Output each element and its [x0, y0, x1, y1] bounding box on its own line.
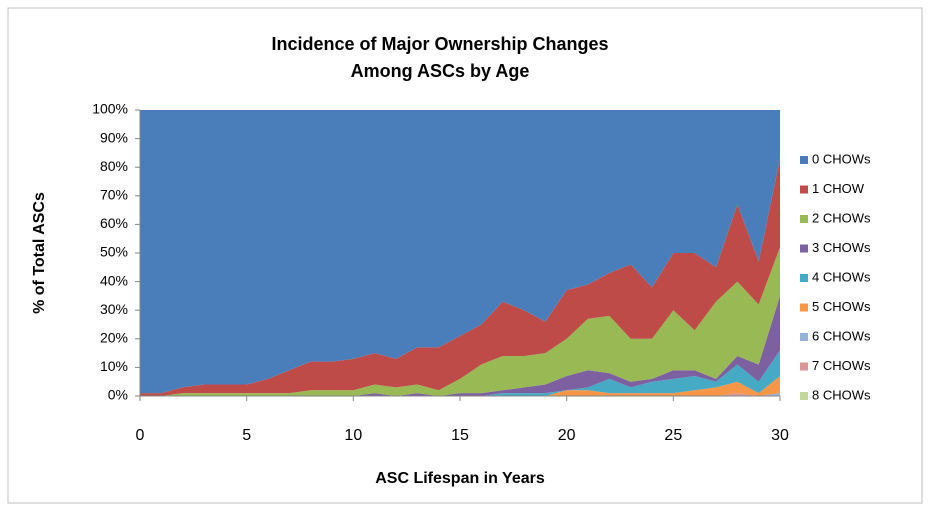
area: [140, 350, 780, 396]
y-tick-label: 10%: [100, 358, 128, 374]
x-tick-label: 15: [451, 427, 469, 444]
area: [140, 158, 780, 396]
x-tick-label: 25: [664, 427, 682, 444]
legend-label: 6 CHOWs: [812, 328, 871, 343]
y-tick-label: 50%: [100, 244, 128, 260]
legend-label: 5 CHOWs: [812, 299, 871, 314]
y-tick-label: 100%: [92, 101, 128, 117]
y-tick-label: 80%: [100, 158, 128, 174]
legend-label: 1 CHOW: [812, 181, 865, 196]
x-tick-label: 5: [242, 427, 251, 444]
legend-swatch: [800, 185, 808, 194]
legend-swatch: [800, 274, 808, 282]
x-axis-label: ASC Lifespan in Years: [375, 470, 545, 487]
y-tick-label: 90%: [100, 129, 128, 145]
x-tick-label: 0: [136, 427, 145, 444]
chart-title: Among ASCs by Age: [351, 61, 530, 81]
x-tick-label: 30: [771, 427, 789, 444]
legend-swatch: [800, 333, 808, 341]
chart-title: Incidence of Major Ownership Changes: [271, 34, 608, 54]
y-tick-label: 60%: [100, 215, 128, 231]
legend-label: 2 CHOWs: [812, 210, 871, 225]
y-tick-label: 40%: [100, 272, 128, 288]
y-tick-label: 0%: [108, 387, 128, 403]
legend-label: 3 CHOWs: [812, 240, 871, 255]
y-tick-label: 20%: [100, 330, 128, 346]
y-tick-label: 30%: [100, 301, 128, 317]
legend-swatch: [800, 392, 808, 400]
legend-label: 0 CHOWs: [812, 151, 871, 166]
area: [140, 247, 780, 396]
area: [140, 110, 780, 394]
legend-label: 8 CHOWs: [812, 387, 871, 402]
x-tick-label: 20: [558, 427, 576, 444]
legend-swatch: [800, 303, 808, 312]
x-tick-label: 10: [344, 427, 362, 444]
legend-swatch: [800, 362, 808, 371]
legend-label: 4 CHOWs: [812, 269, 871, 284]
legend-swatch: [800, 244, 808, 253]
legend-swatch: [800, 156, 808, 164]
area: [140, 375, 780, 396]
legend-label: 7 CHOWs: [812, 358, 871, 373]
legend-swatch: [800, 215, 808, 223]
y-tick-label: 70%: [100, 187, 128, 203]
y-axis-label: % of Total ASCs: [31, 192, 48, 314]
